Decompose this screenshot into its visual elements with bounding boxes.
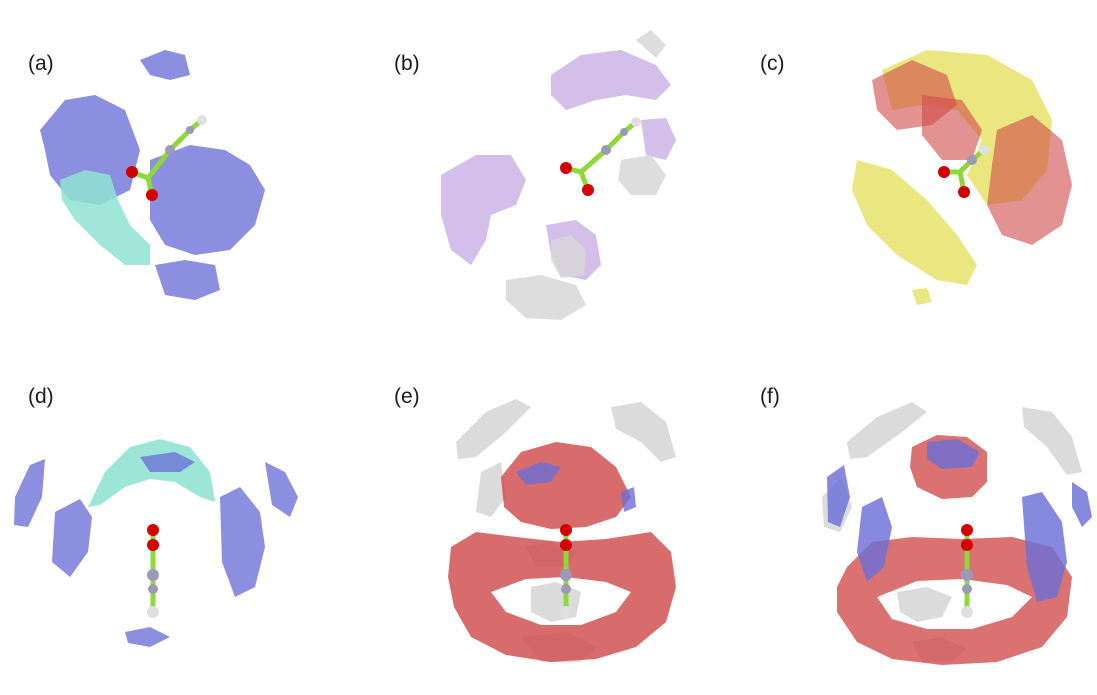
panel-label: (b)	[394, 52, 420, 75]
molecule	[147, 524, 159, 618]
panel-label: (d)	[28, 385, 54, 408]
molecule	[126, 115, 207, 201]
panel-label: (a)	[28, 52, 54, 75]
panel-e: (e)	[366, 347, 731, 694]
lilac-isosurface	[441, 50, 676, 280]
cyan-isosurface	[88, 439, 215, 507]
isosurface-render-e	[448, 399, 676, 662]
blue-isosurface	[14, 452, 298, 647]
panel-label: (c)	[760, 52, 785, 75]
isosurface-render-c	[852, 50, 1072, 305]
isosurface-render-d	[14, 439, 298, 647]
cyan-isosurface	[60, 170, 150, 265]
isosurface-render-b	[441, 30, 676, 320]
panel-label: (e)	[394, 385, 420, 408]
blue-isosurface	[516, 462, 636, 512]
red-isosurface	[872, 60, 1072, 245]
grey-isosurface	[506, 30, 666, 320]
molecule	[560, 524, 572, 618]
blue-isosurface	[827, 439, 1092, 602]
molecule	[938, 145, 989, 198]
blue-isosurface	[40, 50, 265, 300]
molecule	[560, 117, 641, 196]
panel-b: (b)	[366, 0, 731, 347]
isosurface-render-f	[822, 402, 1092, 665]
panel-d: (d)	[0, 347, 365, 694]
panel-a: (a)	[0, 0, 365, 347]
isosurface-render-a	[40, 50, 265, 300]
panel-label: (f)	[760, 385, 780, 408]
panel-f: (f)	[732, 347, 1097, 694]
panel-c: (c)	[732, 0, 1097, 347]
molecule	[961, 524, 973, 618]
red-isosurface	[448, 442, 676, 662]
